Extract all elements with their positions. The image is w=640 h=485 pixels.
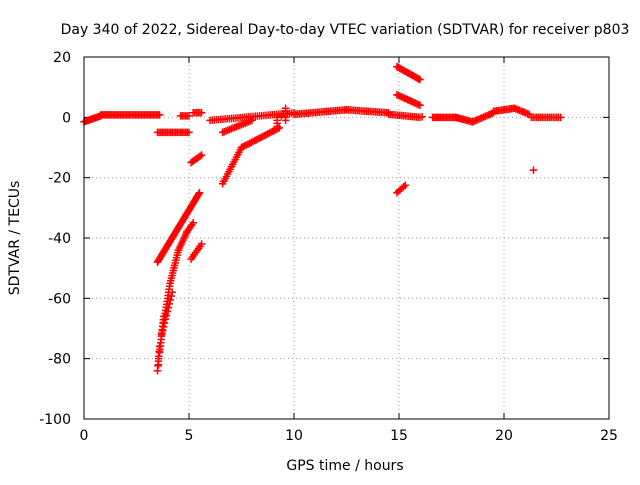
y-tick-label: 0	[62, 110, 71, 126]
y-axis-title: SDTVAR / TECUs	[7, 181, 23, 296]
data-point	[167, 292, 175, 300]
x-tick-label: 10	[285, 428, 303, 444]
y-tick-label: -40	[48, 231, 71, 247]
plot-frame	[83, 56, 610, 420]
data-point	[281, 116, 290, 125]
data-point	[195, 189, 204, 197]
x-tick-label: 20	[495, 428, 513, 444]
data-point	[401, 181, 410, 189]
x-tick-label: 25	[600, 428, 618, 444]
data-point	[197, 151, 206, 159]
data-point	[161, 315, 170, 323]
y-tick-label: -100	[39, 412, 71, 428]
data-point	[248, 116, 256, 125]
x-tick-label: 5	[185, 428, 194, 444]
data-point	[165, 300, 174, 308]
data-point	[154, 354, 163, 363]
data-point	[418, 112, 426, 121]
data-point	[162, 311, 171, 320]
y-tick-label: -20	[48, 171, 71, 187]
data-point	[197, 240, 206, 248]
x-tick-label: 15	[390, 428, 408, 444]
data-point	[157, 330, 166, 339]
data-point	[155, 111, 164, 119]
data-points	[80, 62, 565, 375]
x-axis-title: GPS time / hours	[286, 458, 403, 474]
data-point	[189, 219, 197, 227]
chart-title: Day 340 of 2022, Sidereal Day-to-day VTE…	[61, 22, 630, 38]
data-point	[159, 323, 168, 331]
data-point	[158, 326, 167, 335]
y-tick-label: 20	[53, 50, 71, 66]
x-tick-label: 0	[80, 428, 89, 444]
data-point	[185, 128, 193, 137]
y-tick-label: -60	[48, 291, 71, 307]
data-point	[277, 112, 286, 120]
y-tick-label: -80	[48, 352, 71, 368]
data-point	[160, 319, 169, 327]
data-point	[164, 303, 173, 312]
data-point	[163, 307, 172, 316]
data-point	[529, 166, 538, 174]
data-point	[273, 122, 281, 131]
data-point	[166, 296, 175, 304]
data-point	[185, 112, 193, 120]
data-point	[556, 113, 565, 122]
data-point	[416, 75, 424, 84]
data-point	[154, 360, 163, 369]
data-point	[168, 288, 176, 297]
data-point	[416, 101, 424, 110]
data-point	[197, 109, 206, 117]
